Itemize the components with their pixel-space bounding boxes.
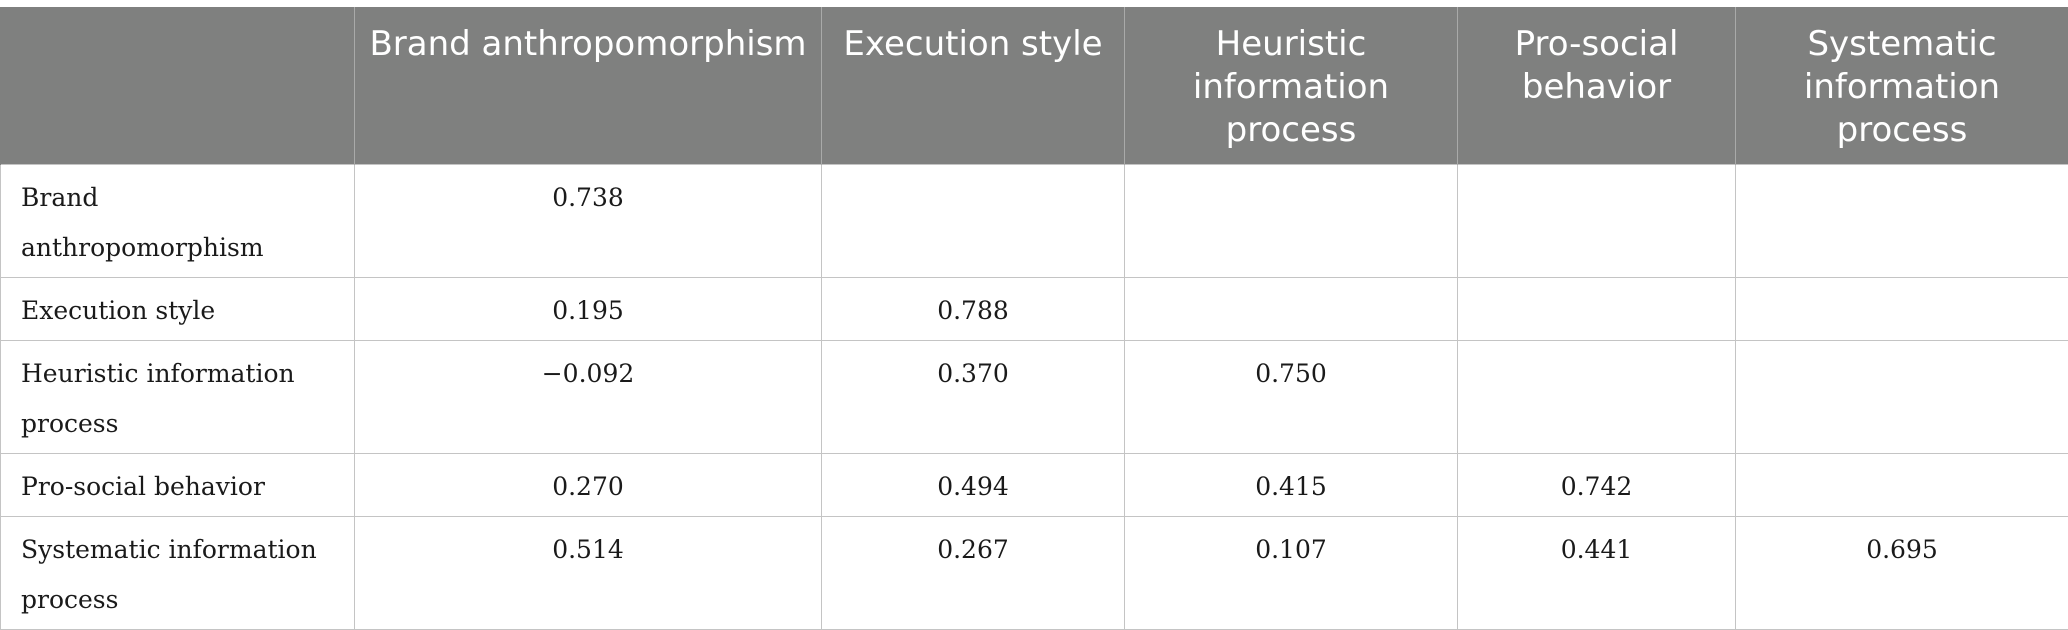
- table-cell: [1736, 165, 2068, 278]
- correlation-table: Brand anthropomorphism Execution style H…: [0, 7, 2068, 630]
- table-cell: 0.267: [822, 517, 1125, 630]
- table-row: Brand anthropomorphism 0.738: [1, 165, 2068, 278]
- table-cell: [822, 165, 1125, 278]
- table-cell: [1736, 341, 2068, 454]
- table-cell: 0.514: [355, 517, 822, 630]
- table-cell: [1125, 278, 1458, 341]
- table-cell: 0.270: [355, 454, 822, 517]
- header-cell-corner: [1, 7, 355, 165]
- table-row: Heuristic information process −0.092 0.3…: [1, 341, 2068, 454]
- table-row: Execution style 0.195 0.788: [1, 278, 2068, 341]
- table-cell: 0.738: [355, 165, 822, 278]
- header-cell-systematic-information-process: Systematic information process: [1736, 7, 2068, 165]
- table-cell: 0.742: [1458, 454, 1736, 517]
- table-cell: [1458, 278, 1736, 341]
- table-header: Brand anthropomorphism Execution style H…: [1, 7, 2068, 165]
- table-cell: [1458, 165, 1736, 278]
- table-row: Pro-social behavior 0.270 0.494 0.415 0.…: [1, 454, 2068, 517]
- row-label: Pro-social behavior: [1, 454, 355, 517]
- table-cell: 0.415: [1125, 454, 1458, 517]
- table-cell: 0.494: [822, 454, 1125, 517]
- table-cell: [1736, 454, 2068, 517]
- table-cell: −0.092: [355, 341, 822, 454]
- table-cell: 0.107: [1125, 517, 1458, 630]
- row-label: Systematic information process: [1, 517, 355, 630]
- table-cell: 0.195: [355, 278, 822, 341]
- header-cell-execution-style: Execution style: [822, 7, 1125, 165]
- table-cell: 0.788: [822, 278, 1125, 341]
- header-cell-pro-social-behavior: Pro-social behavior: [1458, 7, 1736, 165]
- table-cell: [1458, 341, 1736, 454]
- header-row: Brand anthropomorphism Execution style H…: [1, 7, 2068, 165]
- table-cell: [1125, 165, 1458, 278]
- header-cell-brand-anthropomorphism: Brand anthropomorphism: [355, 7, 822, 165]
- table-cell: 0.695: [1736, 517, 2068, 630]
- row-label: Brand anthropomorphism: [1, 165, 355, 278]
- header-cell-heuristic-information-process: Heuristic information process: [1125, 7, 1458, 165]
- table-body: Brand anthropomorphism 0.738 Execution s…: [1, 165, 2068, 630]
- table-cell: 0.750: [1125, 341, 1458, 454]
- row-label: Heuristic information process: [1, 341, 355, 454]
- table-cell: [1736, 278, 2068, 341]
- table-cell: 0.370: [822, 341, 1125, 454]
- row-label: Execution style: [1, 278, 355, 341]
- table-cell: 0.441: [1458, 517, 1736, 630]
- table-row: Systematic information process 0.514 0.2…: [1, 517, 2068, 630]
